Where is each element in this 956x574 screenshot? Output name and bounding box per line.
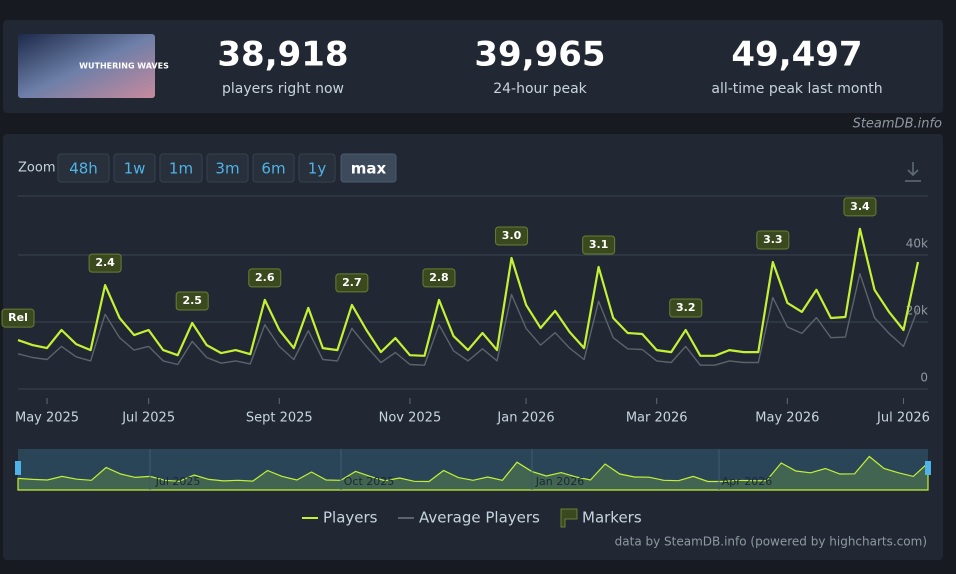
stat-value: 49,497 [731, 35, 862, 75]
marker-label: 3.3 [763, 233, 783, 246]
marker-label: 2.6 [255, 271, 275, 284]
marker-flag[interactable] [175, 291, 209, 311]
x-tick-label: Jul 2026 [876, 411, 930, 426]
game-logo: WUTHERING WAVES [79, 62, 169, 71]
marker-label: 3.2 [676, 301, 696, 314]
y-tick-label: 40k [906, 236, 928, 250]
marker-label: 2.5 [182, 294, 202, 307]
source-link[interactable]: SteamDB.info [853, 117, 942, 132]
marker-label: 2.4 [95, 256, 115, 269]
marker-label: 3.1 [589, 238, 609, 251]
stat-label: players right now [222, 81, 344, 97]
zoom-button[interactable] [340, 153, 397, 183]
download-icon[interactable] [905, 162, 921, 182]
stat-label: 24-hour peak [493, 81, 587, 97]
x-tick-label: May 2025 [15, 411, 79, 426]
x-tick-label: Jul 2025 [121, 411, 175, 426]
marker-label: 3.4 [850, 200, 870, 213]
marker-flag[interactable] [88, 253, 122, 273]
x-tick-label: Jan 2026 [496, 411, 554, 426]
stat-label: all-time peak last month [711, 81, 882, 97]
series-line [17, 273, 919, 366]
marker-label: Rel [8, 311, 28, 324]
navigator-label: Jul 2025 [155, 475, 201, 488]
navigator-handle[interactable] [15, 461, 21, 475]
navigator-label: Jan 2026 [535, 475, 584, 488]
zoom-button[interactable] [252, 153, 295, 183]
x-tick-label: May 2026 [755, 411, 819, 426]
legend-label[interactable]: Markers [582, 509, 642, 527]
marker-flag[interactable] [843, 197, 877, 217]
series-line [17, 227, 920, 357]
legend-label[interactable]: Players [323, 509, 378, 527]
legend-label[interactable]: Average Players [419, 509, 540, 527]
marker-flag[interactable] [756, 230, 790, 250]
marker-flag[interactable] [335, 273, 369, 293]
game-image [18, 34, 155, 98]
zoom-label: Zoom [18, 161, 55, 176]
stats-panel [3, 20, 943, 113]
stat-value: 39,965 [474, 35, 605, 75]
marker-flag[interactable] [422, 268, 456, 288]
icon-stroke [907, 169, 919, 177]
credits: data by SteamDB.info (powered by highcha… [615, 535, 927, 549]
marker-flag[interactable] [248, 268, 282, 288]
navigator-handle[interactable] [925, 461, 931, 475]
x-tick-label: Mar 2026 [626, 411, 688, 426]
marker-flag[interactable] [1, 308, 35, 328]
marker-label: 3.0 [502, 229, 522, 242]
zoom-button-label: 1y [308, 160, 327, 178]
zoom-button[interactable] [57, 153, 110, 183]
stat-value: 38,918 [217, 35, 348, 75]
zoom-button-label: 48h [69, 160, 98, 178]
x-tick-label: Sept 2025 [246, 411, 313, 426]
marker-flag[interactable] [669, 298, 703, 318]
zoom-button-label: 1m [169, 160, 193, 178]
marker-flag[interactable] [582, 235, 616, 255]
zoom-button[interactable] [113, 153, 156, 183]
navigator-area [17, 455, 929, 491]
zoom-button-label: 6m [261, 160, 285, 178]
marker-label: 2.7 [342, 276, 362, 289]
x-tick-label: Nov 2025 [379, 411, 442, 426]
zoom-button-label: 1w [124, 160, 146, 178]
navigator-label: Oct 2025 [344, 475, 395, 488]
zoom-button-label: 3m [215, 160, 239, 178]
y-tick-label: 0 [920, 371, 928, 385]
navigator-label: Apr 2026 [722, 475, 773, 488]
zoom-button-label: max [351, 160, 387, 178]
zoom-button[interactable] [159, 153, 203, 183]
marker-label: 2.8 [429, 271, 449, 284]
legend-flag [560, 508, 578, 528]
marker-flag[interactable] [495, 226, 529, 246]
zoom-button[interactable] [206, 153, 249, 183]
zoom-button[interactable] [298, 153, 336, 183]
